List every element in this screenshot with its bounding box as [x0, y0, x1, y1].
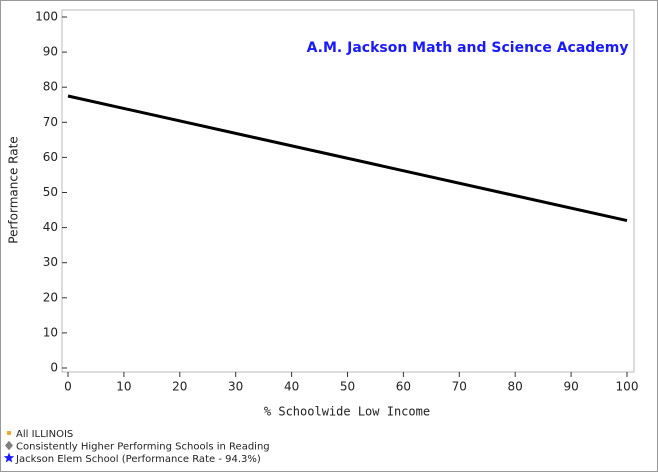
y-tick-label: 60: [43, 150, 58, 164]
x-tick-label: 50: [340, 380, 355, 394]
legend-marker: [3, 452, 15, 463]
plot-area: [61, 9, 635, 373]
y-tick-label: 20: [43, 290, 58, 304]
y-tick-label: 80: [43, 80, 58, 94]
x-tick-label: 60: [396, 380, 411, 394]
y-tick-label: 0: [50, 361, 58, 375]
legend-marker: [5, 440, 13, 451]
y-tick-label: 30: [43, 255, 58, 269]
x-axis-label: % Schoolwide Low Income: [264, 405, 430, 419]
y-tick-label: 90: [43, 45, 58, 59]
x-tick-label: 40: [284, 380, 299, 394]
legend-label: Jackson Elem School (Performance Rate - …: [15, 454, 261, 465]
x-tick-label: 80: [508, 380, 523, 394]
y-axis-label: Performance Rate: [7, 136, 21, 243]
y-tick-label: 70: [43, 115, 58, 129]
y-tick-label: 50: [43, 185, 58, 199]
x-tick-label: 0: [64, 380, 72, 394]
legend-marker: [7, 431, 11, 435]
legend-label: Consistently Higher Performing Schools i…: [16, 442, 270, 453]
y-tick-label: 100: [35, 10, 58, 24]
y-tick-label: 10: [43, 325, 58, 339]
legend-label: All ILLINOIS: [16, 429, 73, 440]
x-tick-label: 100: [616, 380, 639, 394]
y-tick-label: 40: [43, 220, 58, 234]
legend: All ILLINOIS Consistently Higher Performi…: [3, 429, 270, 465]
x-tick-label: 70: [452, 380, 467, 394]
x-tick-label: 90: [563, 380, 578, 394]
trend-line: [67, 94, 628, 223]
x-tick-label: 10: [116, 380, 131, 394]
annotation: A.M. Jackson Math and Science Academy: [307, 40, 629, 56]
x-tick-label: 30: [228, 380, 243, 394]
x-tick-label: 20: [172, 380, 187, 394]
